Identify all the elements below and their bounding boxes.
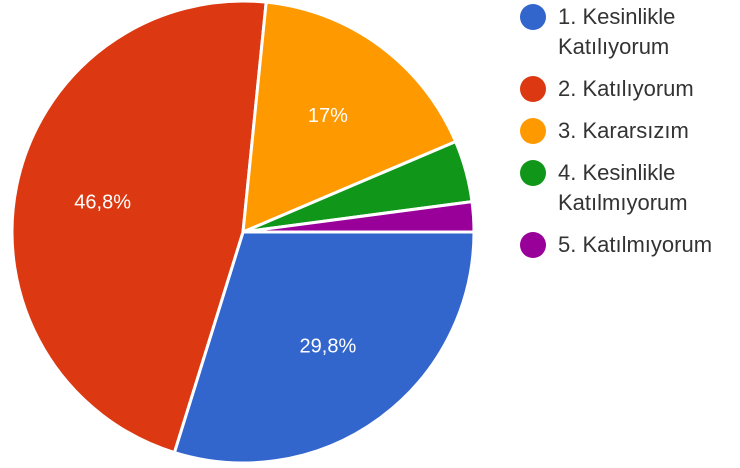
legend-label-1: 1. Kesinlikle Katılıyorum	[558, 4, 676, 59]
slice-data-label-3: 17%	[308, 105, 348, 127]
legend: 1. Kesinlikle Katılıyorum 2. Katılıyorum…	[520, 2, 738, 272]
slice-data-label-1: 29,8%	[300, 336, 357, 358]
slice-data-label-2: 46,8%	[74, 192, 131, 214]
legend-swatch-1	[520, 4, 546, 30]
legend-swatch-4	[520, 160, 546, 186]
legend-item-1[interactable]: 1. Kesinlikle Katılıyorum	[520, 2, 738, 62]
legend-item-3[interactable]: 3. Kararsızım	[520, 116, 738, 146]
legend-label-2: 2. Katılıyorum	[558, 76, 694, 101]
legend-item-5[interactable]: 5. Katılmıyorum	[520, 230, 738, 260]
pie-slice-3[interactable]	[241, 0, 458, 234]
legend-swatch-3	[520, 118, 546, 144]
legend-item-4[interactable]: 4. Kesinlikle Katılmıyorum	[520, 158, 738, 218]
pie-slice-1[interactable]	[172, 230, 476, 465]
pie-slice-5[interactable]	[241, 200, 476, 234]
pie-slice-2[interactable]	[10, 0, 268, 455]
legend-item-2[interactable]: 2. Katılıyorum	[520, 74, 738, 104]
legend-label-4: 4. Kesinlikle Katılmıyorum	[558, 160, 688, 215]
legend-swatch-5	[520, 232, 546, 258]
legend-swatch-2	[520, 76, 546, 102]
legend-label-5: 5. Katılmıyorum	[558, 232, 713, 257]
pie-chart: 29,8% 46,8% 17%	[10, 0, 476, 465]
legend-label-3: 3. Kararsızım	[558, 118, 689, 143]
